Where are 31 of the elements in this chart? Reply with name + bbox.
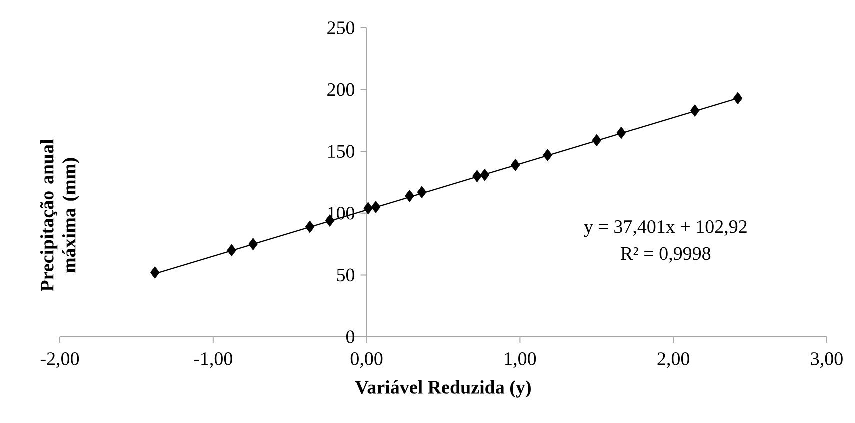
point [364, 202, 374, 215]
point [371, 201, 381, 214]
x-tick-label: -1,00 [194, 352, 232, 368]
point [305, 220, 315, 234]
y-axis-title: Precipitação anual máxima (mm) [40, 139, 80, 292]
x-tick-label: -2,00 [40, 352, 80, 368]
y-tick-label: 150 [328, 145, 355, 158]
point [616, 126, 626, 140]
annotation: y = 37,401x + 102,92 [584, 220, 747, 238]
point [592, 134, 602, 147]
point [405, 190, 414, 202]
x-tick-label: 2,00 [658, 352, 690, 368]
x-tick-label: 1,00 [505, 352, 536, 368]
point [417, 186, 427, 199]
point [248, 238, 258, 250]
annotation: R² = 0,9998 [621, 247, 711, 263]
x-tick-label: 3,00 [811, 352, 843, 368]
point [543, 149, 553, 162]
point [510, 158, 520, 172]
y-tick-label: 50 [337, 268, 355, 282]
y-tick-label: 200 [328, 83, 355, 96]
point [690, 104, 700, 118]
y-tick-label: 250 [328, 22, 355, 34]
point [150, 266, 160, 279]
point [472, 170, 482, 183]
x-tick-label: 0,00 [350, 352, 383, 368]
x-axis-title: Variável Reduzida (y) [355, 380, 531, 398]
point [227, 244, 237, 257]
point [733, 92, 743, 105]
point [480, 168, 490, 182]
y-tick-label: 0 [346, 330, 355, 344]
